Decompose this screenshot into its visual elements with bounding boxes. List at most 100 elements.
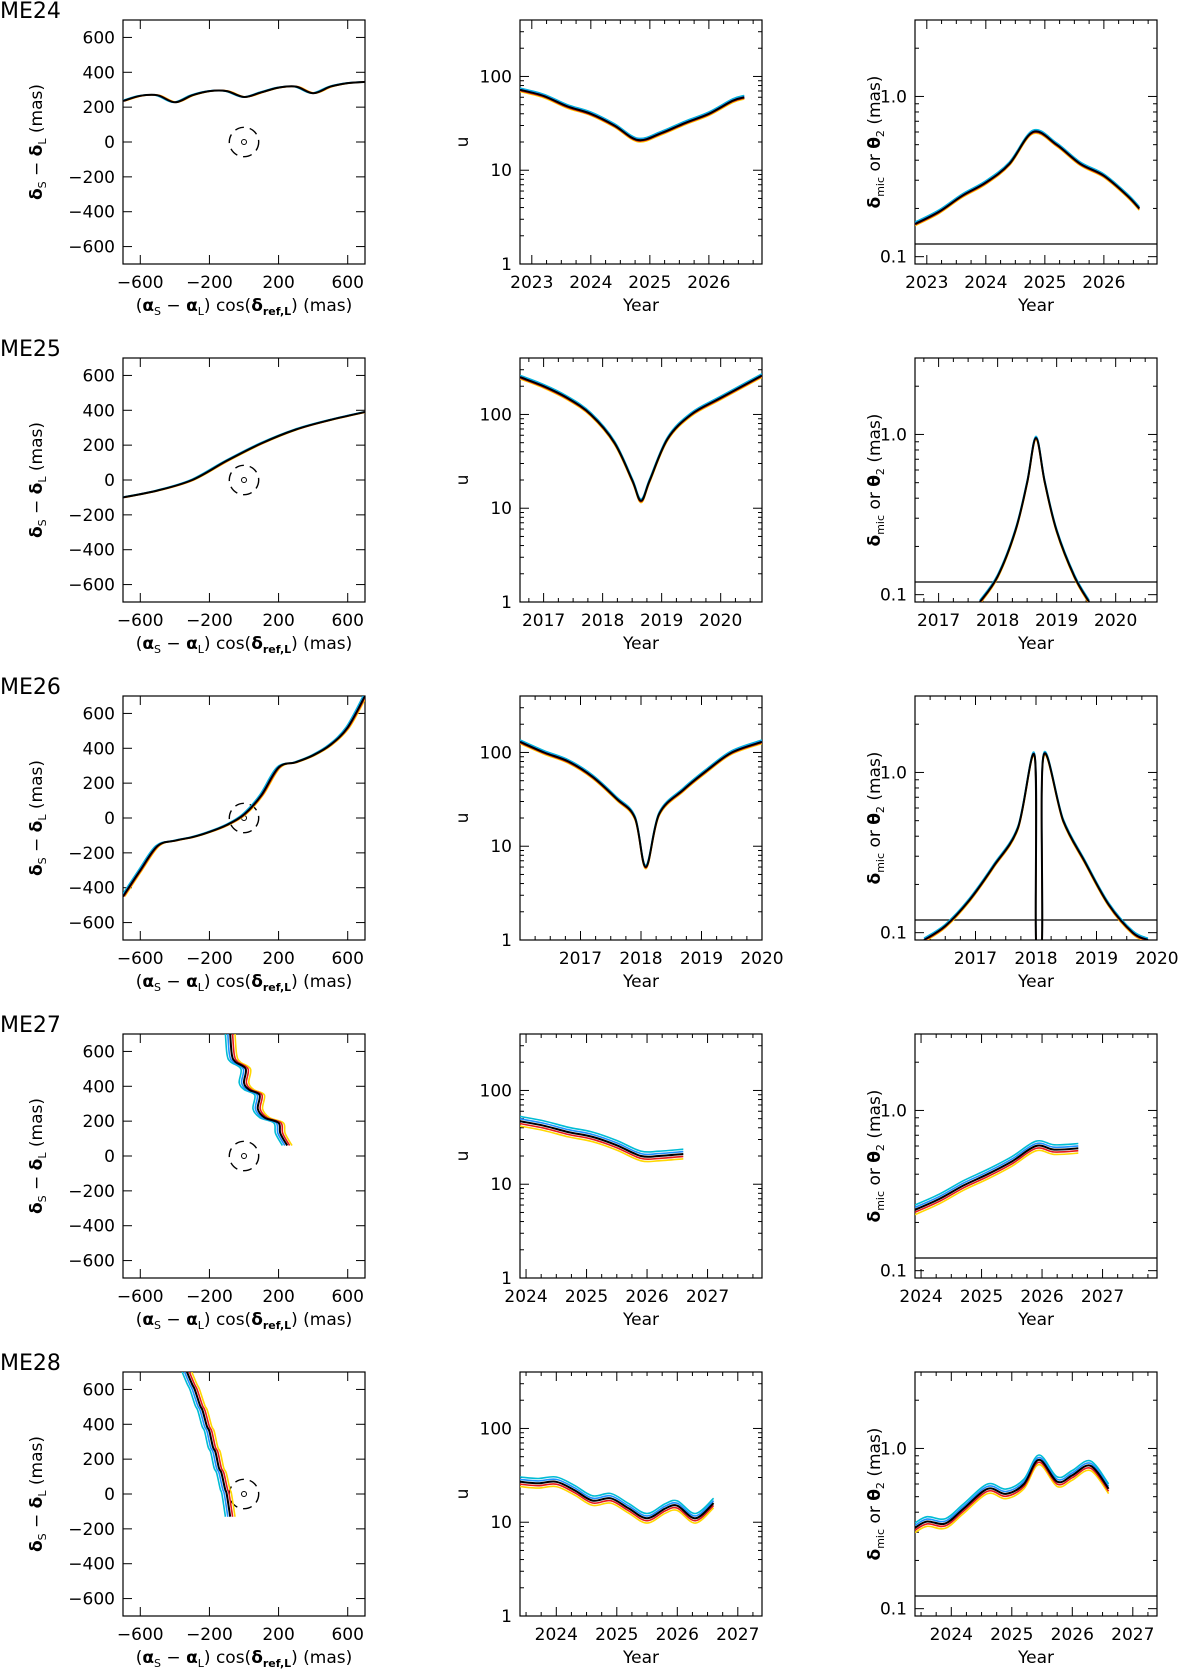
x-axis-label: Year [622, 1648, 659, 1668]
y-tick-label: 0 [104, 809, 115, 829]
y-axis-label-part-1: S [36, 181, 49, 188]
lens-dot [241, 1491, 247, 1497]
x-axis-label-part-3: − [161, 634, 186, 654]
x-tick-label: 2025 [628, 273, 671, 293]
x-axis-label: (αS − αL) cos(δref,L) (mas) [136, 972, 353, 994]
series-line-yellow [124, 697, 365, 897]
x-axis-label-part-6: ) cos( [204, 296, 251, 316]
y-tick-label: 400 [83, 1415, 115, 1435]
y-tick-label: 200 [83, 1112, 115, 1132]
x-tick-label: 2018 [1014, 949, 1057, 969]
plot-frame [914, 357, 1158, 603]
x-tick-label: 2017 [522, 611, 565, 631]
series-line-yellow [915, 132, 1140, 227]
x-axis-label-part-8: ref,L [263, 1657, 291, 1670]
panel-me27-trajectory: −600 −200 200 600−600−400−2000200400600(αS … [0, 1013, 366, 1332]
y-tick-label: 1 [501, 1269, 512, 1289]
einstein-ring [228, 802, 260, 834]
series-line-yellow [234, 1034, 293, 1146]
y-tick-label: 10 [490, 1513, 512, 1533]
y-tick-label: 1.0 [880, 1101, 907, 1121]
y-axis-label: δS − δL (mas) [27, 1098, 49, 1214]
x-axis-label-part-5: L [198, 1657, 205, 1670]
x-axis-label-part-8: ref,L [263, 305, 291, 318]
x-axis-label-part-0: ( [136, 634, 143, 654]
x-tick-label: 2025 [595, 1625, 638, 1645]
series-line-cyan [915, 1139, 1079, 1206]
x-axis-label: (αS − αL) cos(δref,L) (mas) [136, 634, 353, 656]
plot-frame [122, 357, 366, 603]
x-tick-label: 2024 [964, 273, 1007, 293]
x-axis-label-part-9: ) (mas) [291, 972, 352, 992]
x-tick-label: 2025 [960, 1287, 1003, 1307]
series-line-red [915, 131, 1140, 226]
x-axis-label-part-1: α [142, 972, 154, 992]
series-line-cyan [181, 1372, 227, 1517]
y-tick-label: 10 [490, 499, 512, 519]
x-axis-label-part-1: α [142, 1310, 154, 1330]
y-axis-label: δmic or θ2 (mas) [865, 414, 887, 547]
plot-frame [122, 1371, 366, 1617]
x-axis-label-part-7: δ [251, 296, 263, 316]
x-tick-label: 200 [262, 611, 294, 631]
panel-me25-shift: 2017 2018 2019 2020 0.1 1.0 Year δmic or θ2 (ma… [865, 357, 1158, 654]
series-line-yellow [520, 1485, 715, 1524]
y-axis-label-part-0: δ [865, 873, 885, 885]
panel-me27-u: 2024 2025 2026 2027 1 10 100 Year u [453, 1033, 763, 1330]
series-line-red [123, 696, 365, 897]
x-tick-label: 2020 [1094, 611, 1137, 631]
series-line-cyan [520, 1115, 684, 1153]
y-axis-label-part-2: − [27, 156, 47, 181]
y-tick-label: −400 [68, 1217, 115, 1237]
y-tick-label: 400 [83, 401, 115, 421]
series-line-red [915, 1461, 1110, 1531]
x-axis-label: Year [1017, 1310, 1054, 1330]
curves [520, 739, 762, 870]
panel-me25-u: 2017 2018 2019 2020 1 10 100 Year u [453, 357, 763, 654]
y-axis-label-part-3: δ [27, 1497, 47, 1509]
x-axis-label-part-5: L [198, 305, 205, 318]
panel-me28-trajectory: −600 −200 200 600−600−400−2000200400600(αS … [0, 1351, 366, 1670]
y-tick-label: −200 [68, 168, 115, 188]
y-axis-label: δmic or θ2 (mas) [865, 1428, 887, 1561]
y-axis-label-part-4: L [36, 138, 49, 145]
y-axis-label-part-3: θ [865, 813, 885, 825]
y-axis-label-part-4: 2 [874, 806, 887, 813]
y-axis-label: δS − δL (mas) [27, 84, 49, 200]
y-tick-label: 0.1 [880, 1600, 907, 1620]
y-tick-label: 400 [83, 1077, 115, 1097]
y-tick-label: 100 [480, 743, 512, 763]
y-axis-label-part-3: θ [865, 137, 885, 149]
series-line-black [520, 1120, 684, 1158]
y-tick-label: 0.1 [880, 586, 907, 606]
curves [979, 435, 1090, 602]
x-axis-label-part-7: δ [251, 1310, 263, 1330]
x-tick-label: 2017 [917, 611, 960, 631]
x-axis-label-part-0: ( [136, 1648, 143, 1668]
x-tick-label: 2019 [1075, 949, 1118, 969]
panel-me27-shift: 2024 2025 2026 2027 0.1 1.0 Year δmic or θ2 (ma… [865, 1033, 1158, 1330]
series-line-blue [123, 696, 365, 897]
panel-me26-u: 2017 2018 2019 2020 1 10 100 Year u [453, 695, 784, 992]
x-tick-label: 2019 [680, 949, 723, 969]
y-tick-label: −400 [68, 203, 115, 223]
y-axis-label-part-2: or [865, 487, 885, 515]
y-axis-label-part-3: δ [27, 483, 47, 495]
y-axis-label: u [453, 137, 473, 148]
y-tick-label: 600 [83, 366, 115, 386]
series-line-black [520, 1480, 715, 1520]
x-tick-label: 200 [262, 1625, 294, 1645]
x-axis-label-part-7: δ [251, 634, 263, 654]
curves [923, 751, 1149, 940]
x-tick-label: 2020 [740, 949, 783, 969]
x-tick-label: 2026 [656, 1625, 699, 1645]
x-axis-label-part-2: S [154, 981, 161, 994]
x-axis-label: Year [622, 296, 659, 316]
y-axis-label-part-4: 2 [874, 1482, 887, 1489]
panel-me24-trajectory: −600 −200 200 600−600−400−2000200400600(αS … [0, 0, 366, 318]
y-axis-label: δmic or θ2 (mas) [865, 1090, 887, 1223]
einstein-ring [228, 464, 260, 496]
y-tick-label: 100 [480, 405, 512, 425]
plot-frame [914, 1371, 1158, 1617]
x-tick-label: 2024 [930, 1625, 973, 1645]
